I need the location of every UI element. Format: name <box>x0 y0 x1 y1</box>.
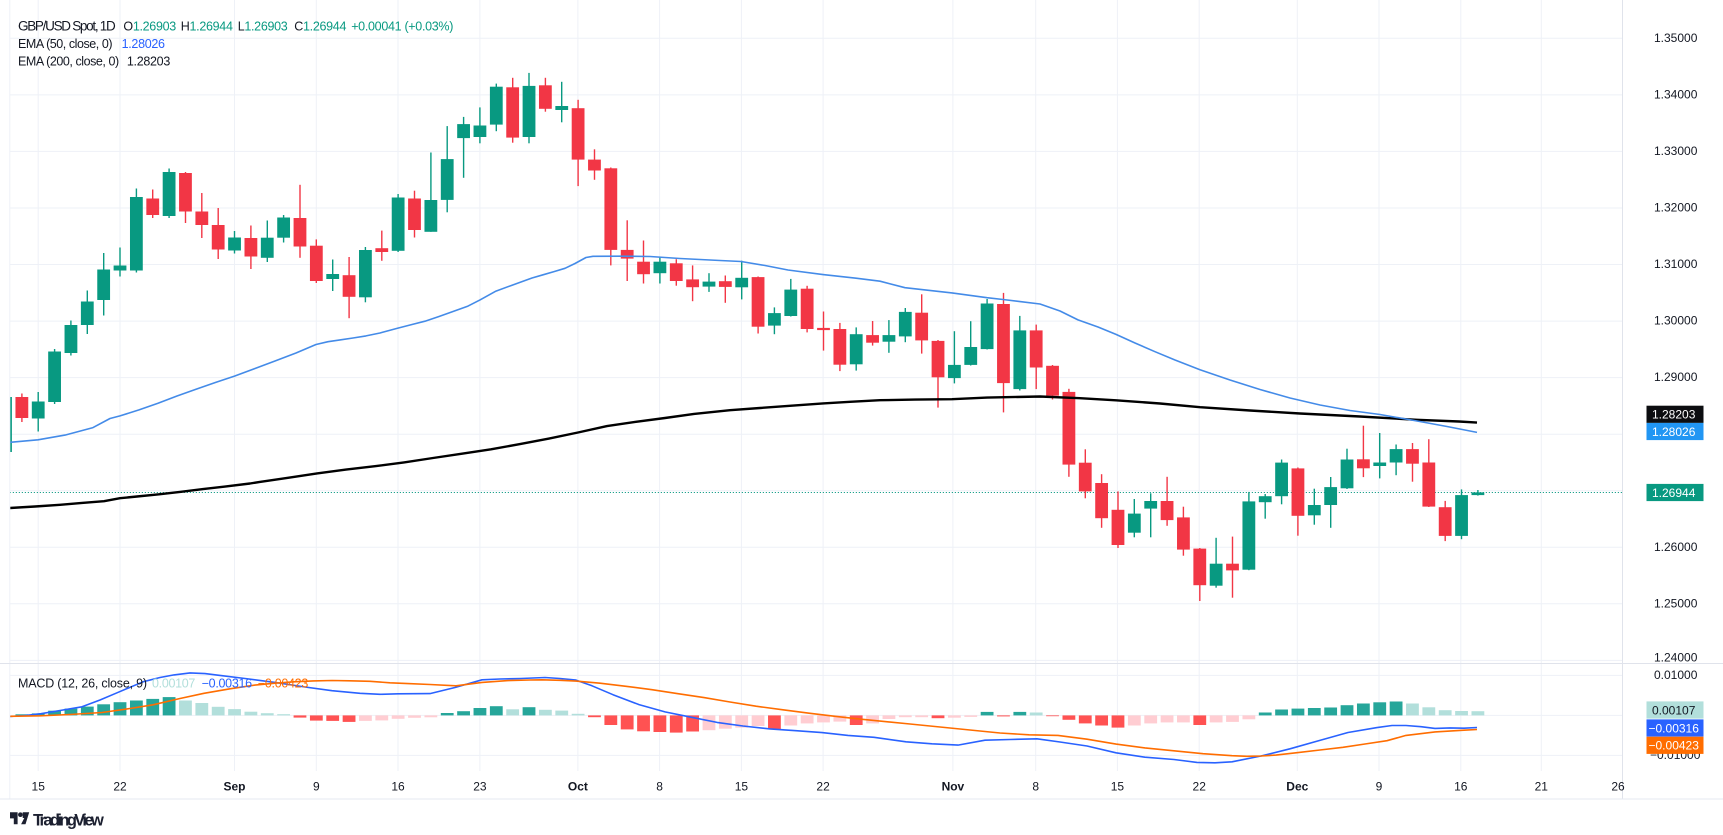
svg-text:−0.00316: −0.00316 <box>202 677 252 691</box>
svg-text:GBP/USD Spot, 1D: GBP/USD Spot, 1D <box>18 19 116 34</box>
svg-text:16: 16 <box>1454 780 1468 794</box>
svg-text:15: 15 <box>735 780 749 794</box>
svg-text:−0.00423: −0.00423 <box>1649 739 1700 753</box>
svg-text:O1.26903: O1.26903 <box>123 20 176 34</box>
svg-text:L1.26903: L1.26903 <box>238 20 288 34</box>
svg-text:8: 8 <box>1032 780 1039 794</box>
svg-text:1.28203: 1.28203 <box>127 54 170 68</box>
svg-text:EMA (200, close, 0): EMA (200, close, 0) <box>18 54 119 68</box>
svg-text:1.28026: 1.28026 <box>122 37 165 51</box>
svg-text:22: 22 <box>113 780 127 794</box>
svg-text:15: 15 <box>32 780 46 794</box>
svg-text:0.01000: 0.01000 <box>1654 668 1698 682</box>
svg-text:MACD (12, 26, close, 9): MACD (12, 26, close, 9) <box>18 677 147 691</box>
svg-text:1.31000: 1.31000 <box>1654 257 1698 271</box>
svg-text:16: 16 <box>391 780 405 794</box>
svg-text:0.00107: 0.00107 <box>152 677 195 691</box>
svg-text:−0.00423: −0.00423 <box>258 677 308 691</box>
svg-text:1.28026: 1.28026 <box>1652 425 1696 439</box>
svg-text:Oct: Oct <box>568 780 588 794</box>
svg-text:9: 9 <box>313 780 320 794</box>
svg-text:Sep: Sep <box>223 780 245 794</box>
svg-text:Dec: Dec <box>1286 780 1308 794</box>
svg-text:8: 8 <box>656 780 663 794</box>
svg-text:1.35000: 1.35000 <box>1654 31 1698 45</box>
svg-text:EMA (50, close, 0): EMA (50, close, 0) <box>18 37 112 51</box>
svg-text:22: 22 <box>1193 780 1207 794</box>
svg-text:1.34000: 1.34000 <box>1654 88 1698 102</box>
svg-text:23: 23 <box>473 780 487 794</box>
svg-text:1.32000: 1.32000 <box>1654 201 1698 215</box>
svg-text:H1.26944: H1.26944 <box>181 20 233 34</box>
svg-text:1.28203: 1.28203 <box>1652 408 1696 422</box>
svg-text:C1.26944: C1.26944 <box>294 20 346 34</box>
svg-text:1.30000: 1.30000 <box>1654 314 1698 328</box>
svg-text:1.26944: 1.26944 <box>1652 486 1696 500</box>
svg-text:1.26000: 1.26000 <box>1654 540 1698 554</box>
svg-text:1.29000: 1.29000 <box>1654 370 1698 384</box>
svg-text:9: 9 <box>1376 780 1383 794</box>
svg-text:−0.00316: −0.00316 <box>1649 721 1700 735</box>
svg-text:0.00107: 0.00107 <box>1652 703 1696 717</box>
svg-text:+0.00041 (+0.03%): +0.00041 (+0.03%) <box>351 20 453 34</box>
svg-text:15: 15 <box>1111 780 1125 794</box>
svg-text:21: 21 <box>1535 780 1549 794</box>
svg-text:26: 26 <box>1611 780 1625 794</box>
svg-text:22: 22 <box>816 780 830 794</box>
svg-text:1.33000: 1.33000 <box>1654 144 1698 158</box>
svg-text:Nov: Nov <box>942 780 965 794</box>
svg-text:TradingView: TradingView <box>33 811 104 829</box>
svg-text:1.25000: 1.25000 <box>1654 596 1698 610</box>
svg-text:1.24000: 1.24000 <box>1654 651 1698 665</box>
